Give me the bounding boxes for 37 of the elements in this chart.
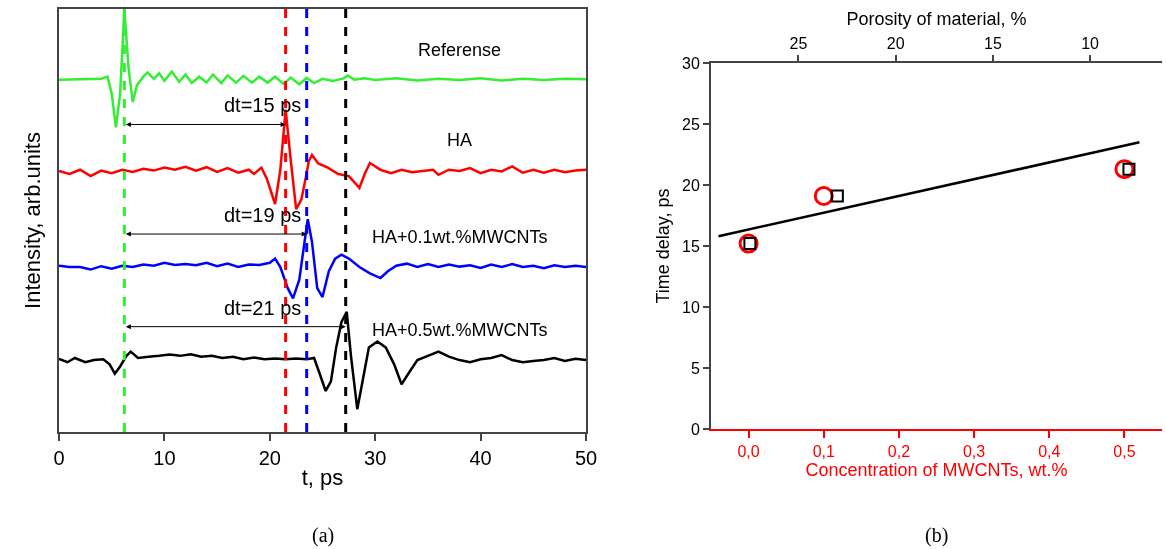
series-label: HA bbox=[447, 130, 473, 150]
x-tick-label: 10 bbox=[153, 447, 176, 469]
x-tick-label: 0,1 bbox=[812, 443, 835, 461]
x-tick-label: 0,3 bbox=[962, 443, 986, 461]
x2-tick-label: 20 bbox=[886, 34, 905, 52]
x-tick-label: 0,4 bbox=[1038, 443, 1061, 461]
y-tick-label: 10 bbox=[682, 298, 700, 316]
x2-tick-label: 25 bbox=[789, 34, 808, 52]
x-tick-label: 30 bbox=[364, 447, 387, 469]
legend-label: HA+0.5wt.%MWCNTs bbox=[372, 320, 548, 340]
x-tick-label: 0 bbox=[53, 447, 65, 469]
series-label: HA+0.1wt.%MWCNTs bbox=[372, 227, 548, 247]
x-axis-title: Concentration of MWCNTs, wt.% bbox=[805, 460, 1068, 481]
annotation: dt=21 ps bbox=[224, 297, 302, 319]
annotation: dt=19 ps bbox=[224, 204, 302, 226]
y-axis-title: Time delay, ps bbox=[652, 188, 673, 304]
x2-tick-label: 15 bbox=[983, 34, 1002, 52]
x-tick-label: 40 bbox=[469, 447, 492, 469]
annotation: dt=15 ps bbox=[224, 94, 302, 116]
x-tick-label: 0,0 bbox=[737, 443, 760, 461]
y-tick-label: 15 bbox=[682, 237, 700, 255]
series-label: Referense bbox=[418, 40, 502, 60]
x-tick-label: 50 bbox=[574, 447, 598, 469]
text: (b) bbox=[925, 524, 949, 547]
x2-axis-title: Porosity of material, % bbox=[846, 9, 1027, 30]
y-tick-label: 30 bbox=[682, 54, 700, 72]
x-tick-label: 20 bbox=[258, 447, 281, 469]
y-axis-title: Intensity, arb.units bbox=[20, 132, 46, 309]
y-tick-label: 5 bbox=[690, 359, 700, 377]
x-tick-label: 0,5 bbox=[1113, 443, 1136, 461]
y-tick-label: 20 bbox=[682, 176, 700, 194]
text: (a) bbox=[312, 524, 335, 547]
x-tick-label: 0,2 bbox=[887, 443, 911, 461]
x-axis-title: t, ps bbox=[301, 465, 344, 491]
y-tick-label: 0 bbox=[690, 420, 700, 438]
y-tick-label: 25 bbox=[682, 115, 700, 133]
x2-tick-label: 10 bbox=[1081, 34, 1100, 52]
